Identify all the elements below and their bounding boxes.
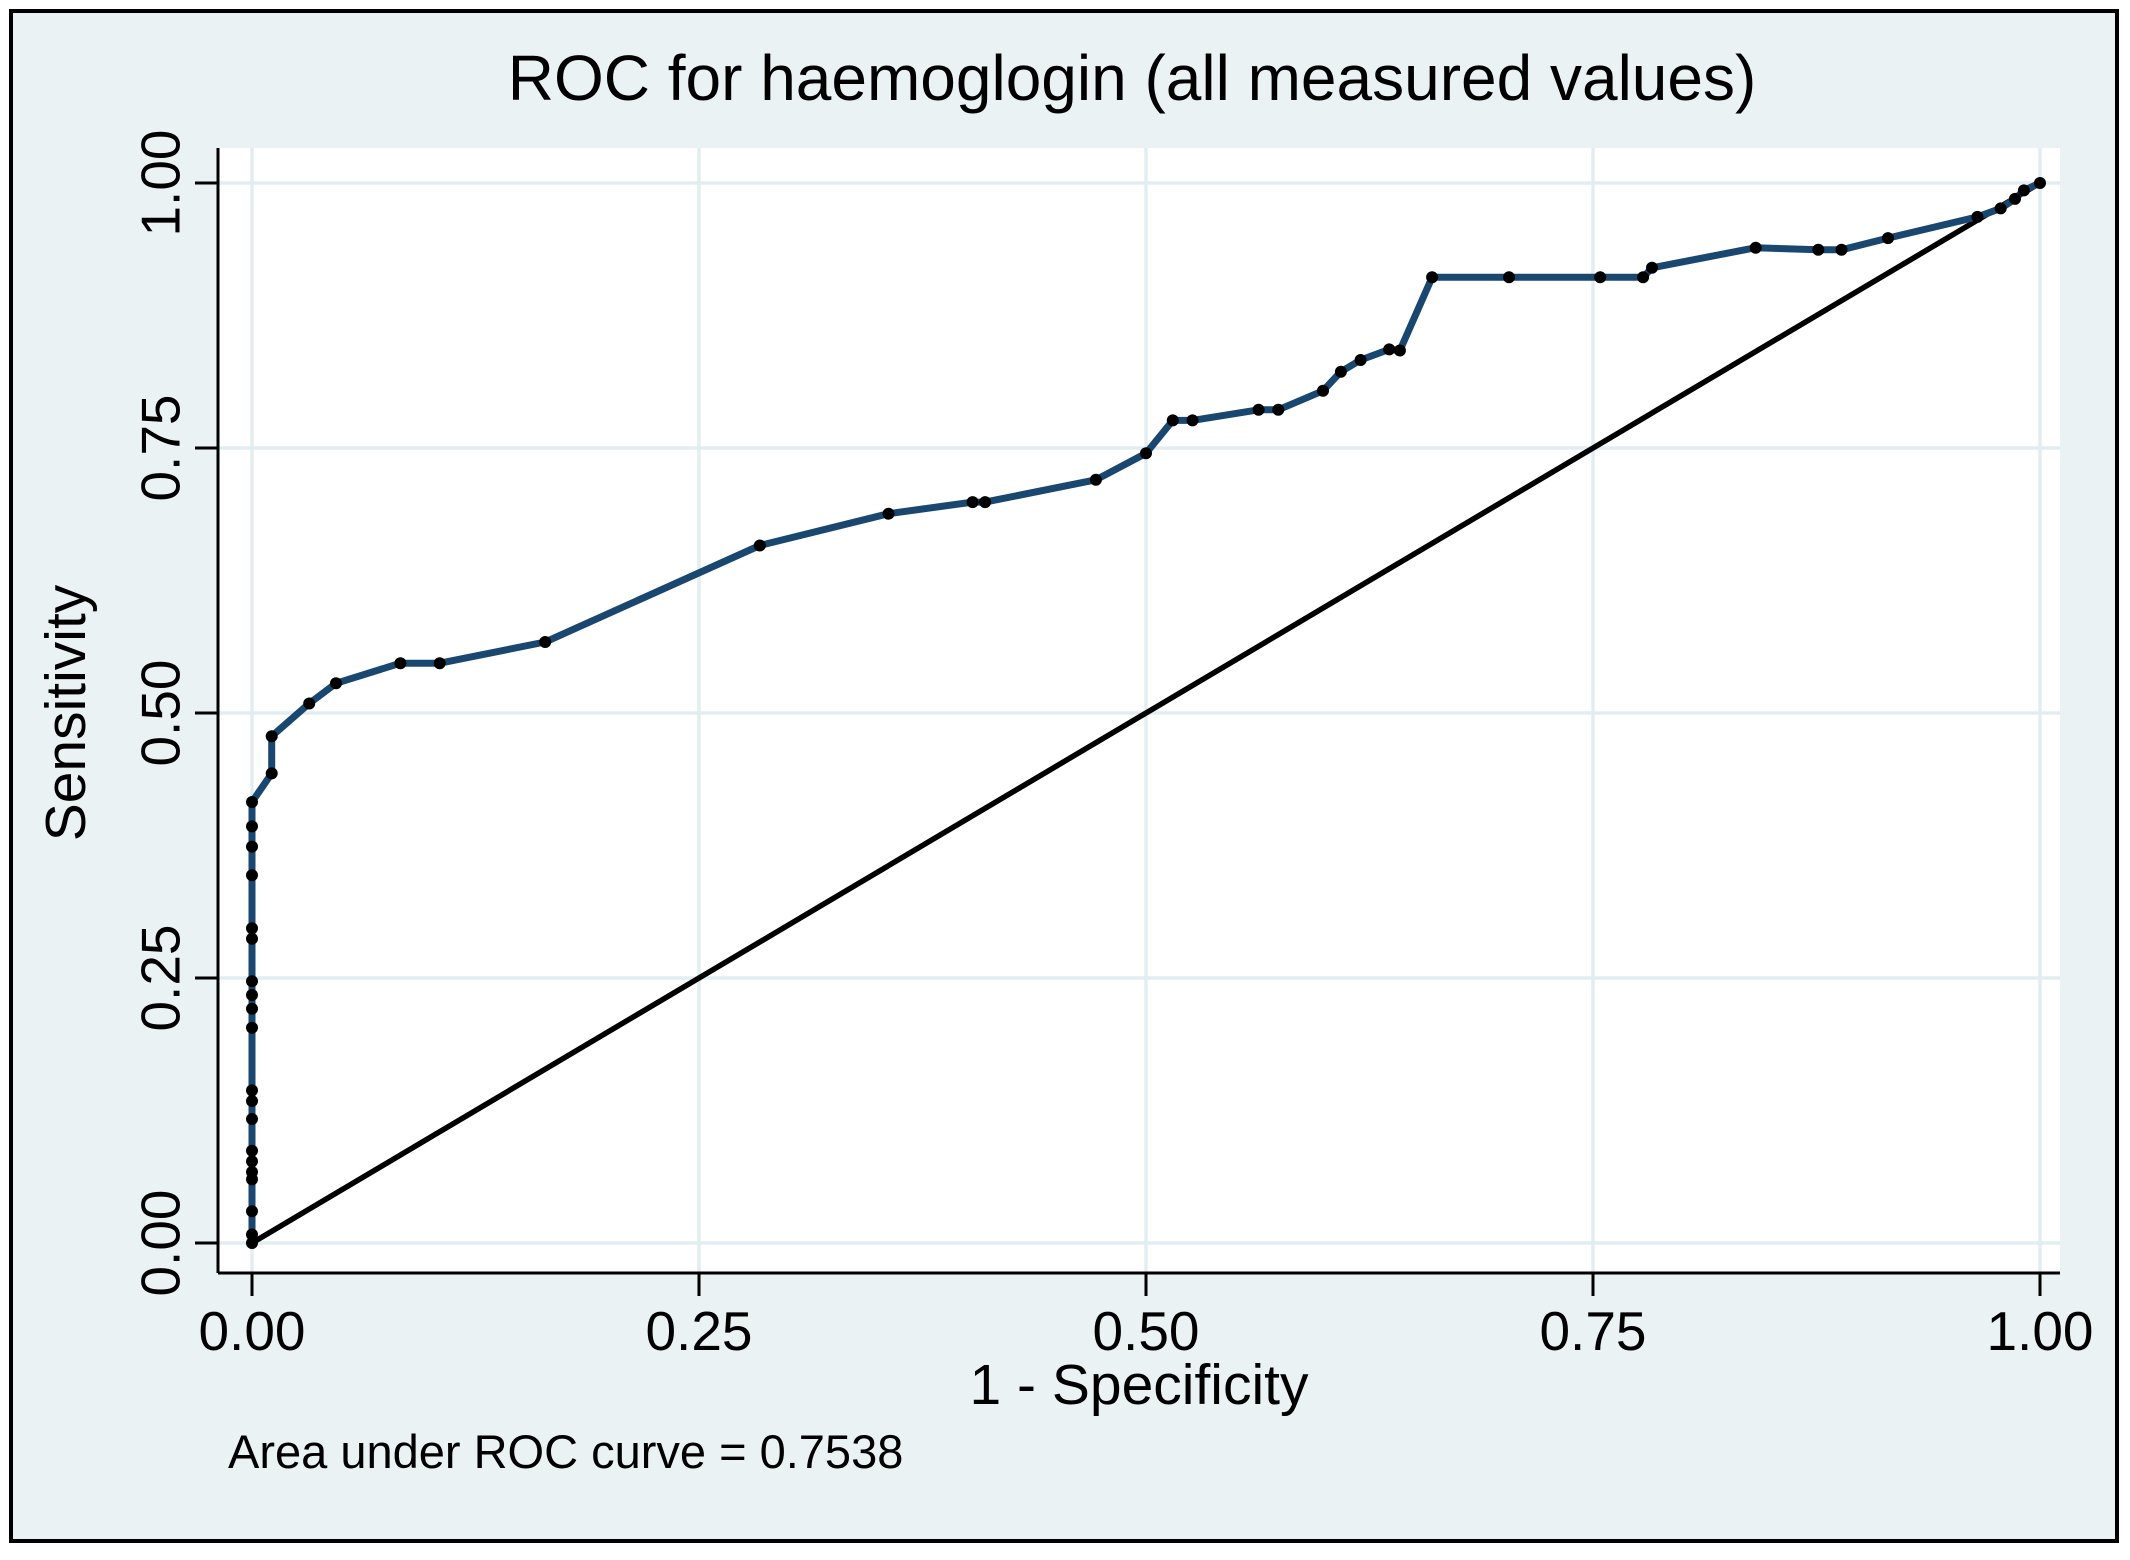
roc-data-point	[1503, 271, 1515, 284]
roc-data-point	[1812, 243, 1825, 256]
roc-data-point	[1186, 414, 1199, 427]
roc-data-point	[1383, 343, 1396, 356]
roc-data-point	[246, 1021, 258, 1034]
roc-data-point	[246, 1166, 258, 1178]
axis-ticks	[195, 181, 2042, 1296]
roc-data-point	[1637, 271, 1650, 284]
roc-data-point	[1252, 403, 1265, 416]
roc-data-point	[246, 975, 258, 988]
roc-data-point	[246, 1144, 258, 1157]
roc-data-point	[246, 1002, 258, 1015]
chart-title: ROC for haemoglogin (all measured values…	[508, 42, 1757, 114]
roc-data-point	[1971, 210, 1984, 223]
roc-data-point	[1089, 473, 1102, 486]
roc-data-point	[246, 820, 258, 833]
roc-data-point	[2017, 184, 2030, 197]
x-tick-label: 0.25	[645, 1300, 752, 1362]
roc-data-point	[1140, 447, 1152, 460]
roc-data-point	[2034, 177, 2046, 189]
x-tick-label: 1.00	[1986, 1300, 2093, 1362]
y-tick-labels: 0.00 0.25 0.50 0.75 1.00	[129, 129, 191, 1296]
y-tick-label: 0.00	[129, 1189, 191, 1296]
roc-data-point	[265, 730, 278, 743]
roc-data-point	[1272, 403, 1285, 416]
auc-note: Area under ROC curve = 0.7538	[228, 1425, 903, 1478]
roc-data-point	[246, 1237, 258, 1249]
roc-data-point	[246, 989, 258, 1001]
y-tick-label: 0.25	[129, 924, 191, 1031]
y-tick-label: 0.75	[129, 394, 191, 501]
roc-data-point	[1426, 271, 1439, 284]
roc-data-point	[246, 869, 258, 882]
roc-data-point	[1354, 354, 1367, 366]
x-tick-label: 0.75	[1539, 1300, 1646, 1362]
roc-data-point	[882, 507, 895, 520]
roc-data-point	[1646, 261, 1658, 274]
roc-data-point	[303, 697, 316, 710]
roc-data-point	[1882, 232, 1894, 245]
roc-data-point	[539, 636, 552, 648]
gridlines	[218, 148, 2060, 1273]
x-tick-label: 0.50	[1092, 1300, 1199, 1362]
roc-data-point	[1166, 414, 1179, 427]
roc-data-point	[246, 1155, 258, 1168]
roc-data-point	[433, 657, 446, 670]
roc-data-point	[1835, 243, 1848, 256]
roc-data-point	[265, 767, 278, 780]
reference-line	[250, 180, 2042, 1246]
roc-data-point	[2009, 192, 2021, 205]
y-axis-label: Sensitivity	[34, 584, 98, 841]
roc-data-point	[1994, 202, 2007, 215]
roc-data-point	[394, 657, 407, 670]
plot-area	[218, 148, 2060, 1273]
roc-data-point	[246, 922, 258, 935]
roc-markers	[246, 177, 2046, 1249]
roc-data-point	[753, 539, 766, 552]
x-tick-label: 0.00	[198, 1300, 305, 1362]
roc-data-point	[246, 1228, 258, 1241]
roc-data-point	[1594, 271, 1607, 284]
roc-data-point	[246, 1113, 258, 1125]
roc-data-point	[246, 1095, 258, 1107]
axis-lines	[216, 148, 2060, 1275]
roc-data-point	[1334, 365, 1347, 378]
x-tick-labels: 0.00 0.25 0.50 0.75 1.00	[198, 1300, 2093, 1362]
roc-data-point	[246, 1084, 258, 1097]
roc-data-point	[246, 1205, 258, 1218]
roc-data-point	[1393, 344, 1406, 357]
roc-data-point	[330, 677, 342, 690]
x-axis-label: 1 - Specificity	[970, 1353, 1309, 1417]
roc-data-point	[1317, 384, 1329, 397]
y-tick-label: 1.00	[129, 129, 191, 236]
roc-data-point	[246, 796, 258, 808]
roc-data-point	[1749, 241, 1762, 254]
roc-data-point	[246, 840, 258, 853]
roc-data-point	[979, 496, 992, 509]
roc-data-point	[246, 932, 258, 945]
y-tick-label: 0.50	[129, 659, 191, 766]
roc-data-point	[966, 496, 979, 509]
